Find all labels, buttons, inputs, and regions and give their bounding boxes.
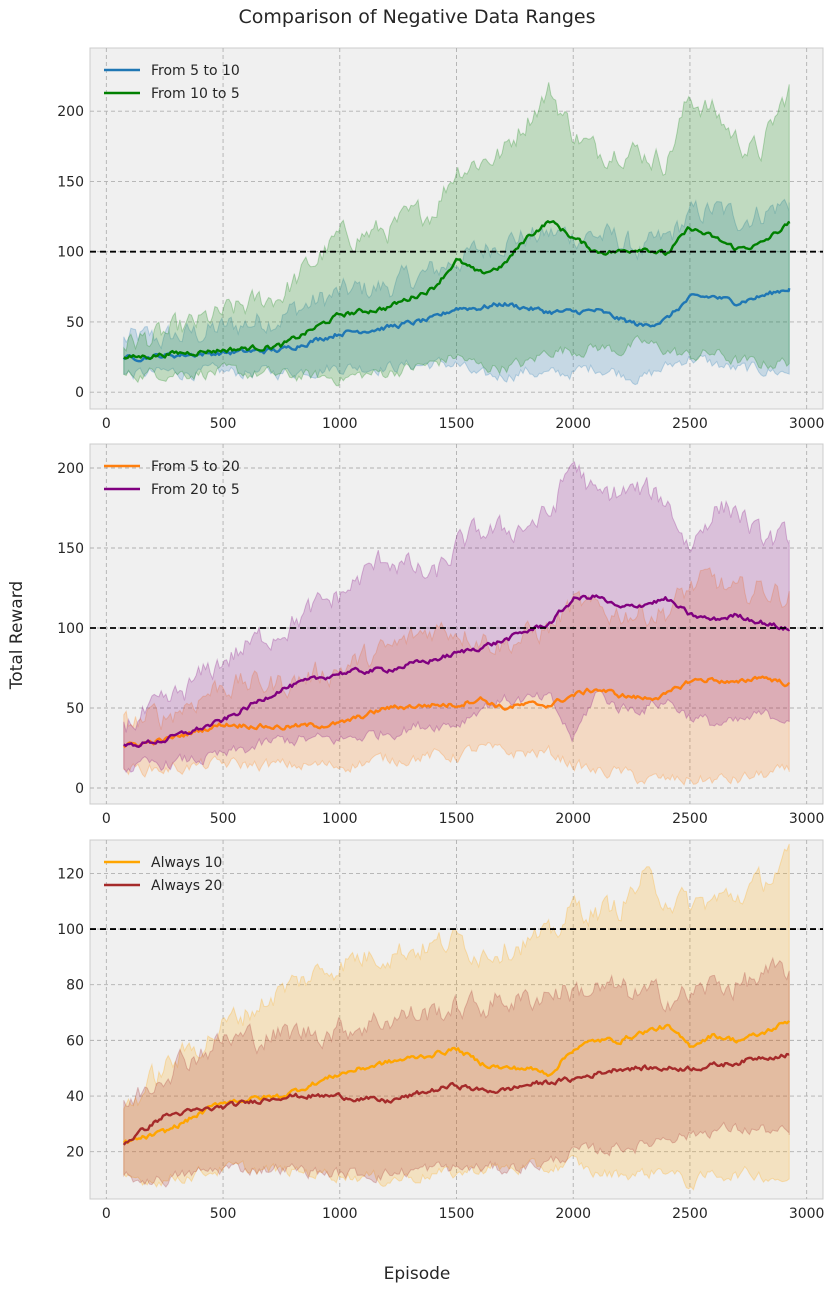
legend-label: Always 10	[151, 855, 222, 871]
legend-label: From 10 to 5	[151, 86, 240, 102]
x-tick-label: 500	[210, 1206, 237, 1222]
series-line-2	[123, 220, 791, 360]
subplot-3: 0 500 1000 1500 2000 2500 3000 20 40 60 80 100 120 Al…	[57, 839, 825, 1222]
x-tick-label: 3000	[789, 416, 825, 432]
series-line-1	[122, 287, 791, 363]
series-line-1	[123, 675, 791, 749]
y-tick-label: 60	[66, 1033, 84, 1049]
series-line-2	[123, 594, 791, 748]
confidence-band-1	[123, 843, 790, 1191]
legend-label: From 20 to 5	[151, 482, 240, 498]
legend-label: From 5 to 20	[151, 459, 240, 475]
x-tick-label: 2000	[555, 811, 591, 827]
confidence-band-2	[123, 82, 790, 387]
x-tick-label: 1000	[322, 811, 358, 827]
series-group	[122, 82, 791, 387]
x-tick-label: 2500	[672, 416, 708, 432]
y-tick-label: 40	[66, 1089, 84, 1105]
y-tick-label: 150	[57, 174, 84, 190]
x-tick-label: 2000	[555, 416, 591, 432]
subplot-1: 0 500 1000 1500 2000 2500 3000 0 50 100 150 200 From…	[57, 47, 825, 432]
series-line-1	[122, 1020, 791, 1145]
y-tick-label: 20	[66, 1145, 84, 1161]
y-tick-label: 0	[75, 385, 84, 401]
y-tick-label: 50	[66, 701, 84, 717]
x-tick-label: 2500	[672, 811, 708, 827]
x-tick-label: 1000	[322, 416, 358, 432]
x-tick-label: 1500	[439, 416, 475, 432]
x-tick-label: 3000	[789, 811, 825, 827]
x-tick-label: 1500	[439, 1206, 475, 1222]
y-tick-label: 100	[57, 621, 84, 637]
legend-label: From 5 to 10	[151, 63, 240, 79]
legend-label: Always 20	[151, 878, 222, 894]
x-tick-label: 1500	[439, 811, 475, 827]
x-tick-label: 500	[210, 416, 237, 432]
y-tick-label: 80	[66, 978, 84, 994]
x-tick-label: 1000	[322, 1206, 358, 1222]
y-tick-label: 0	[75, 781, 84, 797]
x-tick-label: 0	[102, 416, 111, 432]
y-tick-label: 200	[57, 104, 84, 120]
plot-area	[89, 47, 824, 410]
y-tick-label: 200	[57, 461, 84, 477]
shared-x-axis-label: Episode	[383, 1264, 451, 1284]
confidence-band-2	[123, 956, 790, 1188]
y-tick-label: 100	[57, 245, 84, 261]
subplot-2: 0 500 1000 1500 2000 2500 3000 0 50 100 150 200 From…	[57, 443, 825, 827]
y-tick-label: 150	[57, 541, 84, 557]
series-group	[122, 843, 791, 1191]
confidence-band-1	[123, 567, 790, 786]
series-line-2	[122, 1052, 790, 1146]
x-tick-label: 500	[210, 811, 237, 827]
x-tick-label: 0	[102, 811, 111, 827]
y-tick-label: 100	[57, 922, 84, 938]
x-tick-label: 2000	[555, 1206, 591, 1222]
x-tick-label: 2500	[672, 1206, 708, 1222]
series-group	[123, 461, 791, 786]
figure-title: Comparison of Negative Data Ranges	[238, 6, 596, 28]
x-tick-label: 0	[102, 1206, 111, 1222]
y-tick-label: 120	[57, 866, 84, 882]
x-tick-label: 3000	[789, 1206, 825, 1222]
y-tick-label: 50	[66, 315, 84, 331]
